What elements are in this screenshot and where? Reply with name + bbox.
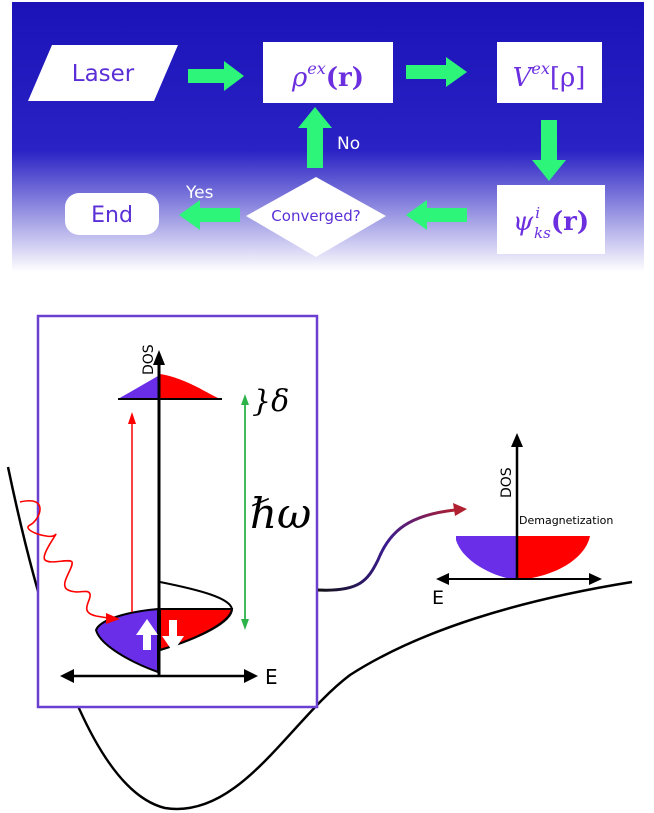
right-dos-axis-arrowhead (511, 433, 523, 447)
demagnetization-arrow (317, 508, 456, 592)
demagnetization-label: Demagnetization (519, 514, 613, 527)
spin-down-arrow-icon (162, 620, 184, 652)
excitation-arrowhead (128, 412, 136, 424)
right-energy-axis-left-head (436, 573, 449, 585)
hbar-omega-label: ℏω (250, 489, 311, 538)
right-dos-spin-down (518, 536, 590, 580)
right-energy-axis-right-head (589, 573, 602, 585)
delta-label: }δ (252, 384, 289, 419)
end-box (65, 193, 159, 235)
laser-box (28, 45, 178, 101)
potential-box (497, 42, 602, 103)
photon-energy-arrowhead-bottom (241, 619, 249, 630)
wavefunction-box (497, 185, 605, 254)
right-energy-label: E (432, 587, 444, 609)
arrow-converged-to-density (298, 107, 332, 168)
converged-label: Converged? (271, 207, 360, 225)
dos-axis-arrowhead (153, 350, 165, 365)
density-box (263, 42, 393, 103)
yes-label: Yes (185, 183, 214, 203)
arrow-laser-to-density (188, 61, 244, 91)
arrow-wavefunction-to-converged (406, 200, 467, 230)
laser-wave-arrowhead (106, 613, 120, 624)
dos-label: DOS (141, 344, 157, 375)
lower-dos-spin-up (94, 607, 159, 674)
arrow-converged-to-end (179, 200, 240, 230)
laser-wave (19, 499, 109, 619)
spin-up-arrow-icon (136, 619, 158, 650)
upper-dos-spin-down (160, 374, 220, 399)
laser-label: Laser (72, 61, 135, 87)
right-dos-label: DOS (499, 467, 515, 498)
potential-label: Vex[ρ] (513, 59, 586, 93)
density-label: ρex(r) (291, 59, 364, 93)
energy-axis-right-head (244, 669, 258, 683)
energy-label: E (265, 665, 278, 689)
demagnetization-arrowhead (453, 503, 467, 516)
wavefunction-label: ψ i ks(r) (513, 204, 589, 242)
arrow-potential-to-wavefunction (532, 120, 566, 181)
upper-dos-spin-up (118, 376, 158, 399)
arrow-density-to-potential (406, 57, 467, 87)
flow-arrows (179, 57, 566, 230)
end-label: End (91, 203, 133, 228)
photon-energy-arrowhead-top (241, 394, 249, 405)
converged-diamond (246, 177, 386, 257)
energy-axis-left-head (60, 669, 74, 683)
right-dos-spin-up (456, 536, 516, 580)
no-label: No (337, 134, 360, 154)
